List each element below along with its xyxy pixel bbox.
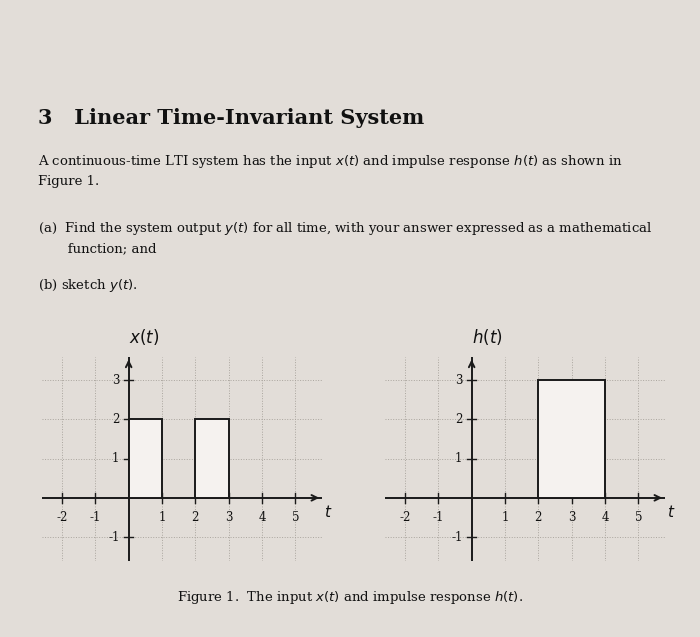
Text: 5: 5	[292, 511, 299, 524]
Text: 2: 2	[535, 511, 542, 524]
Text: 3: 3	[225, 511, 232, 524]
Text: -1: -1	[90, 511, 101, 524]
Text: -1: -1	[451, 531, 463, 543]
Text: -1: -1	[108, 531, 120, 543]
Text: 2: 2	[455, 413, 463, 426]
Text: 3: 3	[455, 374, 463, 387]
Text: 1: 1	[112, 452, 120, 465]
Text: 2: 2	[192, 511, 199, 524]
Bar	[129, 419, 162, 498]
Text: (b) sketch $y(t)$.: (b) sketch $y(t)$.	[38, 277, 138, 294]
Text: $t$: $t$	[323, 504, 332, 520]
Text: 3   Linear Time-Invariant System: 3 Linear Time-Invariant System	[38, 108, 425, 128]
Text: -1: -1	[433, 511, 444, 524]
Text: (a)  Find the system output $y(t)$ for all time, with your answer expressed as a: (a) Find the system output $y(t)$ for al…	[38, 220, 653, 237]
Text: 4: 4	[258, 511, 266, 524]
Text: 1: 1	[501, 511, 509, 524]
Text: 3: 3	[568, 511, 575, 524]
Text: 1: 1	[158, 511, 166, 524]
Text: A continuous-time LTI system has the input $x(t)$ and impulse response $h(t)$ as: A continuous-time LTI system has the inp…	[38, 153, 623, 188]
Text: 3: 3	[112, 374, 120, 387]
Text: 5: 5	[635, 511, 642, 524]
Text: -2: -2	[56, 511, 68, 524]
Text: $x(t)$: $x(t)$	[129, 327, 159, 347]
Bar	[538, 380, 605, 498]
Text: 2: 2	[112, 413, 120, 426]
Text: function; and: function; and	[38, 242, 157, 255]
Text: $h(t)$: $h(t)$	[472, 327, 503, 347]
Text: -2: -2	[399, 511, 411, 524]
Text: 4: 4	[601, 511, 609, 524]
Text: Figure 1.  The input $x(t)$ and impulse response $h(t)$.: Figure 1. The input $x(t)$ and impulse r…	[177, 589, 523, 606]
Bar	[195, 419, 229, 498]
Text: $t$: $t$	[666, 504, 675, 520]
Text: 1: 1	[455, 452, 463, 465]
